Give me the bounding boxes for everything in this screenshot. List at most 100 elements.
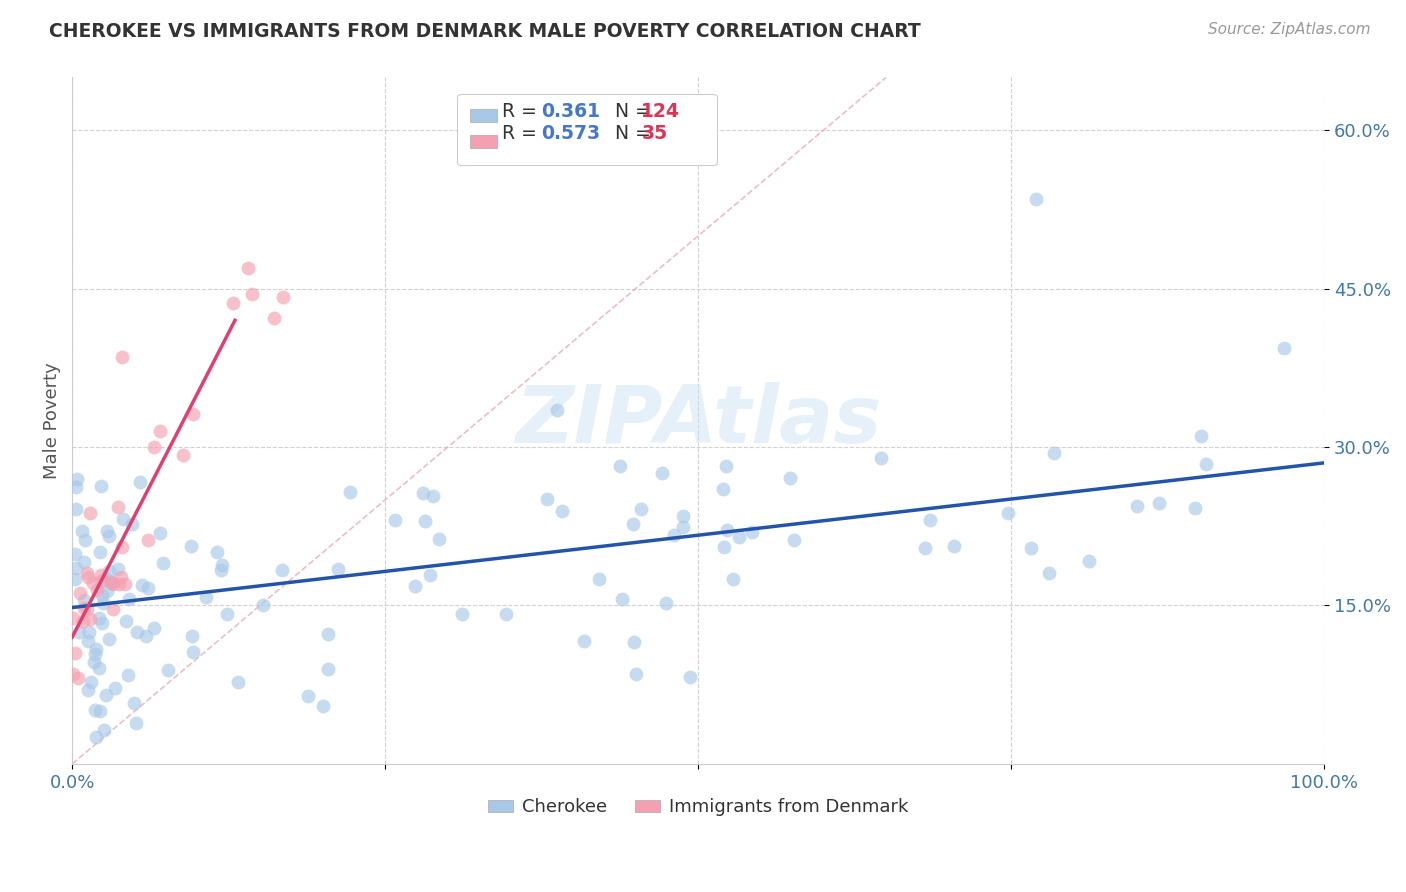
Point	[655, 597, 678, 611]
Point	[339, 484, 361, 499]
Point	[914, 541, 936, 556]
Text: 35: 35	[641, 124, 668, 144]
Point	[110, 570, 132, 584]
Point	[228, 675, 250, 690]
Point	[551, 504, 574, 518]
Point	[77, 634, 100, 648]
Point	[427, 532, 450, 546]
Point	[546, 402, 568, 417]
Point	[82, 575, 104, 590]
Point	[84, 703, 107, 717]
Point	[107, 500, 129, 514]
Point	[66, 472, 89, 486]
Point	[76, 566, 98, 580]
Point	[72, 614, 94, 628]
Point	[91, 615, 114, 630]
Point	[69, 586, 91, 600]
Point	[716, 524, 738, 538]
Point	[997, 506, 1019, 520]
Point	[1025, 192, 1047, 206]
Text: 0.573: 0.573	[541, 124, 600, 144]
Point	[86, 582, 108, 597]
Point	[107, 577, 129, 591]
Point	[412, 485, 434, 500]
Point	[65, 561, 87, 575]
Point	[100, 575, 122, 590]
Point	[609, 459, 631, 474]
Point	[273, 290, 295, 304]
Point	[142, 621, 165, 635]
Point	[136, 533, 159, 547]
Point	[63, 547, 86, 561]
Y-axis label: Male Poverty: Male Poverty	[44, 362, 60, 479]
Point	[316, 662, 339, 676]
Point	[125, 624, 148, 639]
Point	[100, 575, 122, 590]
Point	[450, 607, 472, 621]
Point	[83, 655, 105, 669]
Point	[91, 588, 114, 602]
Point	[495, 607, 517, 621]
Point	[1272, 341, 1295, 355]
Point	[73, 556, 96, 570]
Point	[721, 572, 744, 586]
Point	[152, 556, 174, 570]
Point	[783, 533, 806, 547]
Point	[1189, 429, 1212, 443]
Text: 124: 124	[641, 103, 681, 121]
Point	[121, 517, 143, 532]
Point	[89, 545, 111, 559]
Point	[98, 529, 121, 543]
Point	[73, 601, 96, 615]
Point	[135, 628, 157, 642]
Point	[297, 689, 319, 703]
Point	[263, 310, 285, 325]
Text: R =: R =	[502, 103, 543, 121]
Point	[111, 512, 134, 526]
Point	[96, 584, 118, 599]
Point	[943, 539, 966, 553]
Point	[96, 524, 118, 538]
Point	[73, 593, 96, 607]
Text: ZIPAtlas: ZIPAtlas	[515, 382, 882, 459]
Point	[111, 351, 134, 365]
Point	[413, 514, 436, 528]
Point	[404, 579, 426, 593]
Point	[662, 528, 685, 542]
Point	[63, 646, 86, 660]
Point	[90, 479, 112, 493]
Point	[1078, 554, 1101, 568]
Text: N =: N =	[603, 103, 657, 121]
Point	[77, 569, 100, 583]
Point	[80, 675, 103, 690]
Point	[98, 632, 121, 646]
Point	[67, 671, 90, 685]
Text: R =: R =	[502, 124, 543, 144]
Point	[621, 516, 644, 531]
Point	[1184, 501, 1206, 516]
Point	[1195, 457, 1218, 471]
Point	[79, 506, 101, 520]
Point	[195, 591, 218, 605]
Point	[920, 513, 942, 527]
Point	[716, 459, 738, 474]
Point	[129, 475, 152, 489]
Point	[205, 545, 228, 559]
Point	[312, 698, 335, 713]
Point	[63, 572, 86, 586]
Point	[75, 533, 97, 547]
Point	[1126, 500, 1149, 514]
Point	[624, 666, 647, 681]
Point	[741, 525, 763, 540]
Legend: Cherokee, Immigrants from Denmark: Cherokee, Immigrants from Denmark	[481, 791, 915, 823]
Point	[89, 704, 111, 718]
Point	[240, 286, 263, 301]
Point	[316, 626, 339, 640]
Point	[713, 541, 735, 555]
Point	[94, 689, 117, 703]
Point	[149, 525, 172, 540]
Point	[65, 480, 87, 494]
Point	[77, 683, 100, 698]
Point	[136, 581, 159, 595]
Point	[84, 731, 107, 745]
